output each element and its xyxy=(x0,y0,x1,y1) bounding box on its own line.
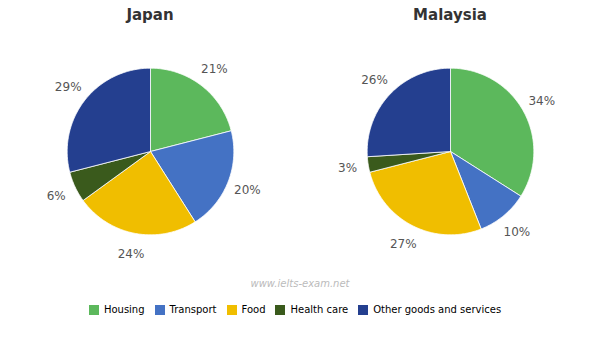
svg-text:34%: 34% xyxy=(528,94,555,108)
svg-text:6%: 6% xyxy=(47,189,66,203)
html-text:Food: Food xyxy=(241,304,266,315)
svg-text:20%: 20% xyxy=(234,183,261,197)
html-text:Housing: Housing xyxy=(103,304,145,315)
html-text:Other goods and services: Other goods and services xyxy=(373,304,502,315)
html-text:www.ielts-exam.net: www.ielts-exam.net xyxy=(250,278,350,289)
svg-text:29%: 29% xyxy=(55,80,82,94)
html-text:Japan: Japan xyxy=(126,6,174,24)
svg-text:26%: 26% xyxy=(361,73,388,87)
svg-text:3%: 3% xyxy=(338,161,357,175)
svg-text:21%: 21% xyxy=(201,62,228,76)
html-text:Malaysia: Malaysia xyxy=(413,6,487,24)
svg-text:27%: 27% xyxy=(390,237,417,251)
svg-text:10%: 10% xyxy=(504,225,531,239)
svg-text:24%: 24% xyxy=(118,247,145,261)
html-text:Health care: Health care xyxy=(290,304,349,315)
html-text:Transport: Transport xyxy=(169,304,217,315)
